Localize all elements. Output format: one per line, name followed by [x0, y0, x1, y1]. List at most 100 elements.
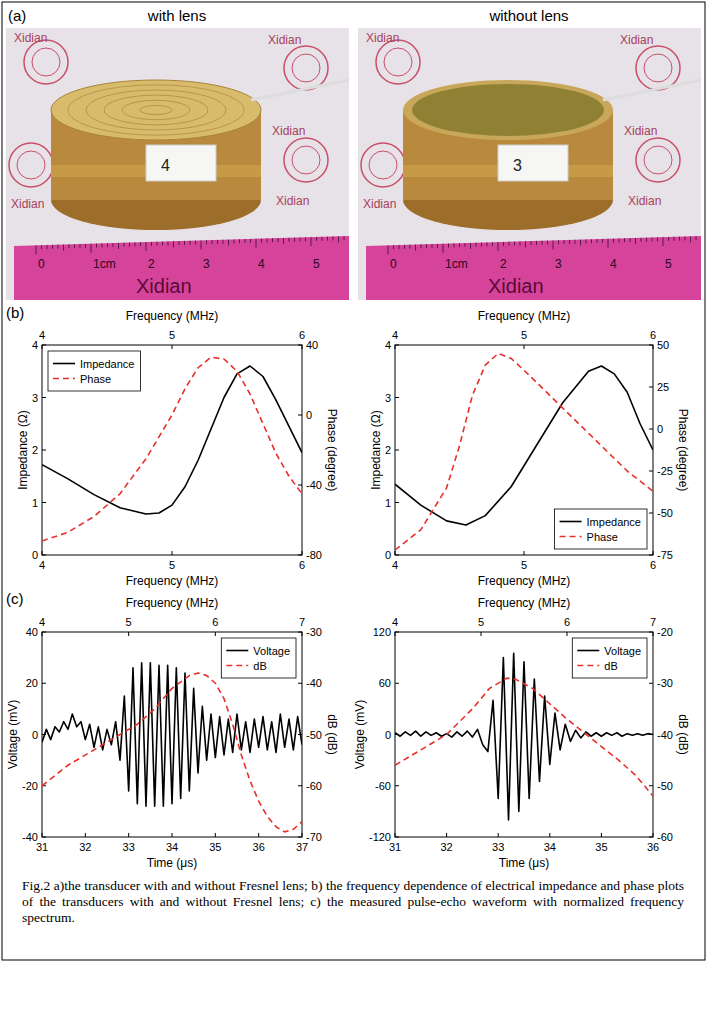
- x2-tick-label: 4: [392, 329, 398, 341]
- ruler-label: 0: [390, 257, 397, 271]
- ruler-tick: [663, 237, 664, 246]
- y-tick: [395, 785, 399, 786]
- ruler-tick: [602, 239, 603, 243]
- legend-label: Impedance: [587, 516, 641, 528]
- ruler-tick: [118, 243, 119, 249]
- ruler-tick: [575, 240, 576, 244]
- ruler-tick: [184, 241, 185, 245]
- stamp: [369, 151, 397, 179]
- ruler-tick: [498, 242, 499, 251]
- y-tick-label: 1: [32, 497, 38, 509]
- y-tick-label: 2: [32, 444, 38, 456]
- ruler-tick: [300, 237, 301, 241]
- y-tick: [395, 502, 399, 503]
- sticker: [498, 145, 568, 181]
- ruler-tick: [289, 238, 290, 242]
- ruler-tick: [316, 237, 317, 241]
- y2-tick-label: -30: [306, 626, 322, 638]
- ruler-label: 4: [258, 257, 265, 271]
- ruler-tick: [569, 240, 570, 244]
- y-axis-title: Impedance (Ω): [369, 410, 383, 490]
- watermark: Xidian: [628, 194, 661, 208]
- ruler-tick: [558, 240, 559, 244]
- ruler-tick: [344, 236, 345, 240]
- ruler-tick: [685, 236, 686, 240]
- ruler-tick: [536, 241, 537, 245]
- y-tick-label: 2: [385, 444, 391, 456]
- ruler-label: 5: [665, 257, 672, 271]
- legend-swatch: [560, 536, 582, 538]
- y2-tick-label: -40: [306, 677, 322, 689]
- stamp: [636, 46, 680, 90]
- ruler-tick: [102, 243, 103, 247]
- y-tick-label: 3: [385, 392, 391, 404]
- ruler-tick: [91, 244, 92, 253]
- y2-tick-label: -50: [657, 507, 673, 519]
- legend-box: [221, 638, 296, 678]
- ruler-tick: [553, 240, 554, 249]
- photo: XidianXidianXidianXidianXidian401cm2345X…: [6, 28, 366, 300]
- photo-title: with lens: [147, 7, 206, 24]
- figure-frame: [2, 2, 705, 960]
- y-tick-label: 0: [385, 549, 391, 561]
- x-tick-label: 33: [123, 841, 135, 853]
- y2-tick: [298, 415, 302, 416]
- stamp: [644, 146, 672, 174]
- ruler-tick: [679, 237, 680, 241]
- ruler-tick: [212, 240, 213, 244]
- x-tick-label: 33: [492, 841, 504, 853]
- y-axis-title: Voltage (mV): [353, 700, 367, 769]
- series-line: [395, 678, 653, 796]
- caption: Fig.2 a)the transducer with and without …: [22, 878, 684, 926]
- legend-swatch: [577, 650, 599, 652]
- watermark: Xidian: [272, 124, 305, 138]
- x-tick: [601, 833, 602, 837]
- x-axis-title: Frequency (MHz): [126, 574, 219, 588]
- y2-tick-label: 0: [657, 423, 663, 435]
- ruler-tick: [327, 237, 328, 241]
- ruler-tick: [107, 243, 108, 247]
- stamp: [292, 146, 320, 174]
- x-tick-label: 36: [253, 841, 265, 853]
- y2-tick-label: -20: [657, 626, 673, 638]
- legend-label: dB: [604, 660, 617, 672]
- ruler-tick: [283, 238, 284, 244]
- stamp: [32, 48, 60, 76]
- ruler-tick: [47, 245, 48, 249]
- ruler-tick: [245, 239, 246, 243]
- ruler-tick: [641, 238, 642, 242]
- ruler-tick: [437, 244, 438, 248]
- ruler-tick: [404, 245, 405, 249]
- ruler-tick: [696, 236, 697, 240]
- ruler-tick: [151, 242, 152, 246]
- photo: XidianXidianXidianXidianXidian301cm2345X…: [358, 28, 707, 300]
- ruler-tick: [195, 241, 196, 245]
- chart: 3132333435364567-120-60060120-60-50-40-3…: [353, 596, 690, 870]
- ruler-tick: [228, 240, 229, 246]
- y2-axis-title: Phase (degree): [325, 409, 339, 492]
- y2-tick-label: 0: [306, 409, 312, 421]
- ruler: [14, 236, 349, 300]
- y-tick-label: 0: [385, 729, 391, 741]
- x-tick-label: 5: [169, 559, 175, 571]
- legend: ImpedancePhase: [48, 351, 140, 391]
- y2-tick-label: -80: [306, 549, 322, 561]
- photo-content: XidianXidianXidianXidianXidian301cm2345X…: [358, 28, 701, 300]
- y-tick: [42, 397, 46, 398]
- ruler-tick: [52, 245, 53, 249]
- y-tick: [42, 502, 46, 503]
- ruler-label: 1cm: [445, 257, 468, 271]
- ruler-tick: [256, 239, 257, 248]
- watermark: Xidian: [268, 33, 301, 47]
- x-axis-title: Time (μs): [499, 856, 549, 870]
- x-tick-label: 34: [544, 841, 556, 853]
- lens-ring: [122, 100, 190, 119]
- x-tick: [258, 833, 259, 837]
- x-tick: [446, 833, 447, 837]
- y-tick-label: 60: [379, 677, 391, 689]
- x2-tick-label: 5: [126, 616, 132, 628]
- cable: [251, 80, 349, 100]
- ruler-tick: [294, 238, 295, 242]
- legend-box: [555, 509, 647, 549]
- ruler-tick: [476, 243, 477, 247]
